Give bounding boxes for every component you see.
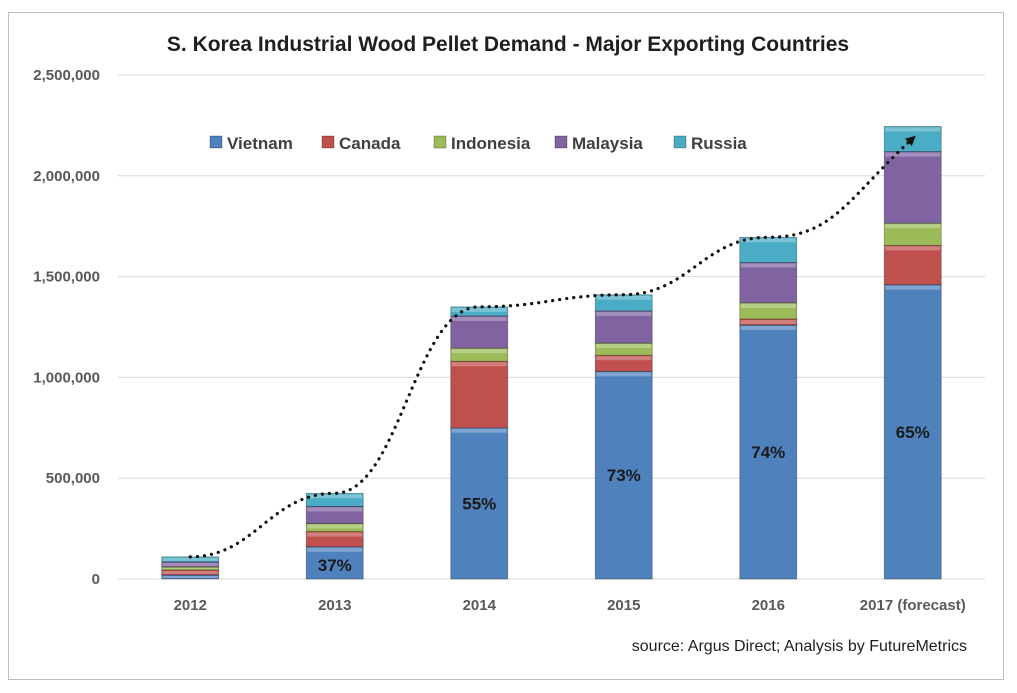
data-label: 37%: [318, 556, 352, 575]
y-tick-label: 1,000,000: [33, 369, 100, 386]
data-labels: 37% 55% 73% 74% 65%: [318, 423, 930, 575]
bar-highlight: [740, 303, 796, 308]
bar-highlight: [740, 319, 796, 324]
bars: [161, 126, 942, 580]
bar-highlight: [162, 567, 218, 569]
y-axis-ticks: 0 500,000 1,000,000 1,500,000 2,000,000 2,500…: [33, 67, 100, 588]
legend-swatch-canada: [321, 135, 335, 149]
source-note: source: Argus Direct; Analysis by Future…: [632, 638, 967, 655]
bar-highlight: [885, 246, 941, 251]
bar-highlight: [885, 224, 941, 229]
data-label: 73%: [607, 466, 641, 485]
bar-segment-russia: [305, 492, 364, 507]
bar-highlight: [307, 532, 363, 537]
bar-highlight: [596, 344, 652, 349]
data-label: 65%: [896, 423, 930, 442]
gridlines: [118, 74, 985, 580]
data-label: 55%: [462, 494, 496, 513]
legend-label-indonesia: Indonesia: [451, 134, 531, 153]
legend-swatch-vietnam: [209, 135, 223, 149]
bar-highlight: [162, 557, 218, 561]
bar-highlight: [307, 494, 363, 499]
bar-segment-vietnam: [739, 324, 798, 580]
legend-label-malaysia: Malaysia: [572, 134, 643, 153]
bar-segment-russia: [739, 236, 798, 263]
legend-label-vietnam: Vietnam: [227, 134, 293, 153]
bar-highlight: [740, 263, 796, 268]
x-tick-label: 2016: [752, 597, 785, 614]
x-axis-ticks: 2012 2013 2014 2015 2016 2017 (forecast): [174, 597, 966, 614]
bar-highlight: [885, 285, 941, 290]
bar-highlight: [451, 428, 507, 433]
bar-highlight: [307, 547, 363, 552]
legend-label-russia: Russia: [691, 134, 747, 153]
bar-highlight: [596, 356, 652, 361]
x-tick-label: 2017 (forecast): [860, 597, 966, 614]
y-tick-label: 2,000,000: [33, 168, 100, 185]
y-tick-label: 0: [92, 571, 100, 588]
bar-highlight: [885, 152, 941, 157]
bar-highlight: [451, 307, 507, 312]
bar-highlight: [307, 507, 363, 512]
chart-title: S. Korea Industrial Wood Pellet Demand -…: [167, 33, 849, 56]
bar-segment-vietnam: [161, 574, 220, 580]
legend-label-canada: Canada: [339, 134, 401, 153]
bar-segment-malaysia: [161, 561, 220, 568]
y-tick-label: 500,000: [46, 470, 100, 487]
trend-line: [188, 135, 916, 559]
bar-highlight: [740, 325, 796, 330]
x-tick-label: 2014: [463, 597, 497, 614]
y-tick-label: 1,500,000: [33, 269, 100, 286]
bar-highlight: [885, 127, 941, 132]
bar-segment-malaysia: [450, 315, 509, 349]
data-label: 74%: [751, 443, 785, 462]
bar-highlight: [596, 311, 652, 316]
bar-highlight: [162, 562, 218, 566]
bar-highlight: [162, 570, 218, 574]
bar-segment-russia: [450, 306, 509, 317]
legend: Vietnam Canada Indonesia Malaysia Russia: [209, 134, 747, 153]
bar-highlight: [307, 524, 363, 529]
legend-swatch-indonesia: [433, 135, 447, 149]
bar-segment-vietnam: [450, 427, 509, 580]
bar-highlight: [162, 575, 218, 578]
bar-highlight: [451, 362, 507, 367]
x-tick-label: 2013: [318, 597, 351, 614]
bar-segment-malaysia: [594, 310, 653, 344]
legend-swatch-malaysia: [554, 135, 568, 149]
bar-segment-canada: [883, 244, 942, 286]
bar-highlight: [596, 295, 652, 300]
bar-segment-vietnam: [883, 284, 942, 580]
bar-segment-malaysia: [883, 151, 942, 224]
bar-segment-vietnam: [594, 370, 653, 580]
x-tick-label: 2015: [607, 597, 640, 614]
y-tick-label: 2,500,000: [33, 67, 100, 84]
bar-highlight: [596, 372, 652, 377]
legend-swatch-russia: [673, 135, 687, 149]
bar-segment-canada: [450, 360, 509, 429]
bar-highlight: [451, 349, 507, 354]
x-tick-label: 2012: [174, 597, 207, 614]
bar-segment-malaysia: [739, 262, 798, 304]
bar-highlight: [740, 238, 796, 243]
bar-highlight: [451, 316, 507, 321]
